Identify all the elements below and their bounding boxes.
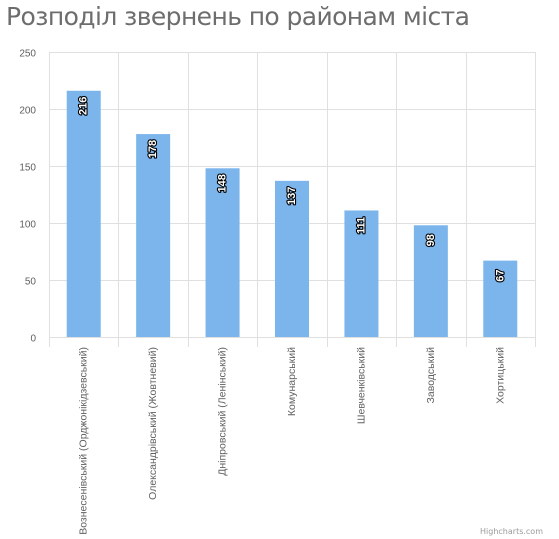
y-tick-label: 200 [19,106,36,117]
x-tick-label: Дніпровський (Ленінський) [217,347,229,476]
x-tick-label: Комунарський [286,347,298,416]
data-labels: 216 178 148 137 111 98 67 [77,95,508,282]
y-tick-label: 250 [19,49,36,60]
chart-title: Розподіл звернень по районам міста [6,2,470,31]
bar[interactable] [413,225,448,337]
x-tick-label: Шевченківський [355,347,367,424]
y-tick-label: 50 [25,277,37,288]
x-tick-label: Заводський [425,347,437,404]
bar[interactable] [205,168,240,337]
y-tick-label: 100 [19,220,36,231]
y-tick-label: 150 [19,163,36,174]
bar[interactable] [136,134,171,337]
data-label: 178 [147,140,159,158]
data-label: 111 [355,217,367,234]
bar[interactable] [66,90,101,337]
data-label: 67 [494,269,506,281]
x-tick-label: Вознесенівський (Орджонікідзевський) [78,347,90,535]
data-label: 137 [286,187,298,205]
credits-link[interactable]: Highcharts.com [480,527,543,536]
bars [66,90,518,337]
bar[interactable] [483,260,518,337]
x-axis-labels: Вознесенівський (Орджонікідзевський) Олек… [78,347,507,535]
x-tick-label: Олександрівський (Жовтневий) [147,347,159,500]
bar[interactable] [275,180,309,337]
y-axis-labels: 0 50 100 150 200 250 [19,49,36,345]
y-tick-label: 0 [30,334,36,345]
data-label: 216 [78,97,90,115]
bar[interactable] [344,210,379,337]
data-label: 98 [425,234,437,246]
x-tick-label: Хортицький [494,347,506,404]
data-label: 148 [217,174,229,192]
